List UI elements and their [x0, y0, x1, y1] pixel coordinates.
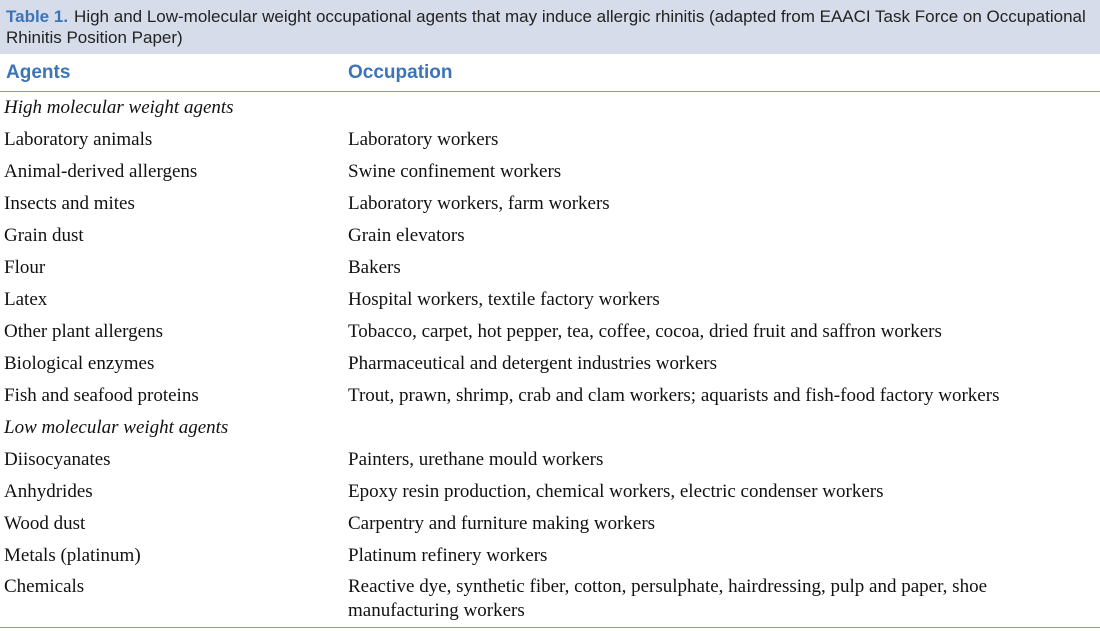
- agent-cell: Other plant allergens: [4, 321, 163, 342]
- agent-cell: Chemicals: [0, 572, 344, 628]
- table-row: Biological enzymes Pharmaceutical and det…: [0, 348, 1100, 380]
- section-title: Low molecular weight agents: [4, 417, 229, 438]
- agent-cell: Wood dust: [4, 513, 86, 534]
- occupation-cell: Platinum refinery workers: [348, 545, 548, 566]
- occupation-cell: Reactive dye, synthetic fiber, cotton, p…: [344, 572, 1100, 628]
- table-row: Laboratory animals Laboratory workers: [0, 124, 1100, 156]
- table-row: Fish and seafood proteins Trout, prawn, s…: [0, 380, 1100, 412]
- agent-cell: Grain dust: [4, 225, 84, 246]
- table-row: Diisocyanates Painters, urethane mould wo…: [0, 444, 1100, 476]
- occupation-cell: Laboratory workers, farm workers: [348, 193, 610, 214]
- header-cell: Agents: [0, 54, 344, 92]
- section-title: High molecular weight agents: [4, 97, 234, 118]
- caption-label: Table 1.: [6, 7, 69, 26]
- table: Agents Occupation High molecular weight …: [0, 54, 1100, 628]
- occupation-cell: Trout, prawn, shrimp, crab and clam work…: [348, 385, 1000, 406]
- agent-cell: Anhydrides: [4, 481, 93, 502]
- agent-cell: Biological enzymes: [4, 353, 155, 374]
- caption-text: High and Low-molecular weight occupation…: [6, 7, 1086, 47]
- agent-cell: Metals (platinum): [4, 545, 141, 566]
- occupation-cell: Bakers: [348, 257, 401, 278]
- agent-cell: Diisocyanates: [4, 449, 111, 470]
- table-row: Insects and mites Laboratory workers, far…: [0, 188, 1100, 220]
- table-row: Animal-derived allergens Swine confinemen…: [0, 156, 1100, 188]
- occupation-cell: Hospital workers, textile factory worker…: [348, 289, 660, 310]
- agent-cell: Animal-derived allergens: [4, 161, 198, 182]
- occupation-cell: Grain elevators: [348, 225, 465, 246]
- occupation-cell: Swine confinement workers: [348, 161, 562, 182]
- agent-cell: Insects and mites: [4, 193, 135, 214]
- table-row: Other plant allergens Tobacco, carpet, ho…: [0, 316, 1100, 348]
- agent-cell: Flour: [4, 257, 46, 278]
- table-caption: Table 1. High and Low-molecular weight oc…: [0, 0, 1100, 54]
- occupation-cell: Tobacco, carpet, hot pepper, tea, coffee…: [348, 321, 942, 342]
- table-row: Metals (platinum) Platinum refinery worke…: [0, 540, 1100, 572]
- table-row: Anhydrides Epoxy resin production, chemic…: [0, 476, 1100, 508]
- header-cell: Occupation: [344, 54, 1100, 92]
- table-row: Chemicals Reactive dye, synthetic fiber, …: [0, 572, 1100, 628]
- table-row: Wood dust Carpentry and furniture making …: [0, 508, 1100, 540]
- occupation-cell: Laboratory workers: [348, 129, 499, 150]
- table-row: Flour Bakers: [0, 252, 1100, 284]
- occupation-cell: Pharmaceutical and detergent industries …: [348, 353, 717, 374]
- table-row: Latex Hospital workers, textile factory w…: [0, 284, 1100, 316]
- occupation-cell: Painters, urethane mould workers: [348, 449, 604, 470]
- occupation-cell: Carpentry and furniture making workers: [348, 513, 656, 534]
- agent-cell: Fish and seafood proteins: [4, 385, 199, 406]
- occupation-cell: Epoxy resin production, chemical workers…: [348, 481, 884, 502]
- agent-cell: Laboratory animals: [4, 129, 153, 150]
- agent-cell: Latex: [4, 289, 48, 310]
- section-row: High molecular weight agents: [0, 92, 1100, 125]
- table-row: Grain dust Grain elevators: [0, 220, 1100, 252]
- header-row: Agents Occupation: [0, 54, 1100, 92]
- section-row: Low molecular weight agents: [0, 412, 1100, 444]
